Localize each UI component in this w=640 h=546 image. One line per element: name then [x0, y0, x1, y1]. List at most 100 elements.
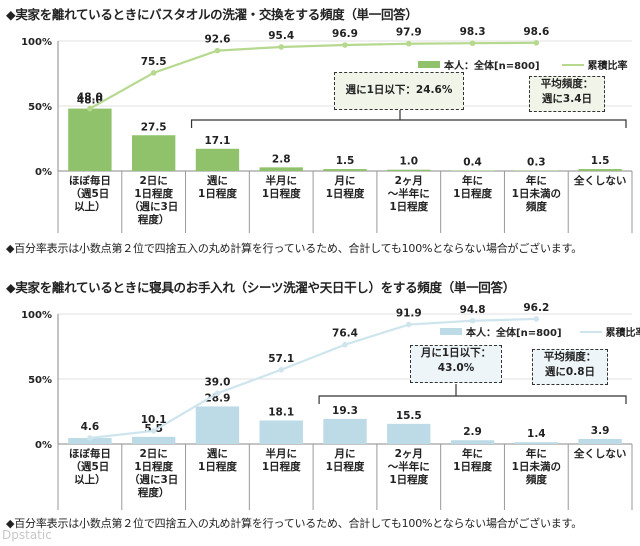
cumulative-point — [405, 321, 412, 328]
bar-value-label: 1.5 — [591, 155, 610, 167]
bar-value-label: 1.5 — [336, 155, 355, 167]
cumulative-value-label: 48.0 — [77, 92, 103, 104]
bar-value-label: 2.9 — [463, 426, 482, 438]
bar-value-label: 1.0 — [399, 156, 418, 168]
chart-bedding: ◆実家を離れているときに寝具のお手入れ（シーツ洗濯や天日干し）をする頻度（単一回… — [0, 273, 640, 546]
y-tick-label: 0% — [35, 440, 52, 451]
legend-line-label: 累積比率 — [605, 328, 640, 339]
y-tick-label: 50% — [28, 375, 52, 386]
cumulative-point — [533, 40, 540, 46]
callout-average-label: 平均頻度： — [540, 78, 594, 90]
legend-line-swatch — [579, 330, 602, 333]
chart-title: ◆実家を離れているときにバスタオルの洗濯・交換をする頻度（単一回答） — [6, 7, 418, 22]
legend-line-swatch — [561, 63, 584, 66]
category-label: 週に 1日程度 — [198, 448, 237, 473]
category-label: 年に 1日程度 — [453, 448, 492, 473]
cumulative-point — [469, 317, 476, 324]
bar — [259, 420, 303, 444]
callout-average-label: 平均頻度： — [543, 351, 597, 363]
chart-note: ◆百分率表示は小数点第２位で四捨五入の丸め計算を行っているため、合計しても100… — [6, 517, 583, 530]
category-label: 月に 1日程度 — [325, 448, 365, 473]
category-label: ほぼ毎日 （週5日 以上） — [68, 448, 111, 486]
legend-bar-swatch — [440, 328, 462, 335]
cumulative-value-label: 4.6 — [81, 421, 100, 433]
y-tick-label: 0% — [35, 167, 52, 178]
bar — [259, 167, 303, 171]
bar-value-label: 17.1 — [204, 135, 230, 147]
cumulative-point — [342, 341, 348, 348]
bar — [68, 438, 112, 444]
cumulative-value-label: 75.5 — [141, 56, 167, 68]
chart-bath-towel: ◆実家を離れているときにバスタオルの洗濯・交換をする頻度（単一回答） 0% 50%… — [0, 0, 640, 270]
cumulative-value-label: 94.8 — [460, 304, 486, 316]
cumulative-point — [533, 316, 540, 322]
category-label: 2日に 1日程度 （週に3日 程度） — [129, 175, 179, 226]
chart-plot: 0%50%100%48.027.517.12.8 1.5 1.0 0.4 0.3 1.54… — [21, 26, 633, 233]
bar — [131, 436, 176, 444]
y-tick-label: 100% — [21, 37, 52, 48]
category-label: 全くしない — [573, 448, 627, 460]
cumulative-point — [342, 42, 348, 48]
callout-bracket — [318, 384, 627, 404]
category-label: 2日に 1日程度 （週に3日 程度） — [129, 448, 179, 499]
bar — [323, 418, 367, 444]
cumulative-point — [150, 70, 157, 76]
bar — [578, 438, 622, 444]
bar-value-label: 18.1 — [268, 406, 294, 418]
category-label: 全くしない — [573, 175, 627, 187]
cumulative-value-label: 76.4 — [332, 328, 358, 340]
y-tick-label: 100% — [21, 310, 52, 321]
bar — [450, 440, 495, 444]
bar-value-label: 0.3 — [527, 157, 546, 169]
legend: 本人：全体[n=800] 累積比率 — [418, 57, 628, 72]
cumulative-value-label: 98.3 — [460, 26, 486, 38]
cumulative-value-label: 10.1 — [141, 414, 167, 426]
callout-average: 平均頻度： 週に0.8日 — [532, 349, 608, 385]
callout-average: 平均頻度： 週に3.4日 — [529, 76, 605, 112]
callout-range: 月に1日以下： 43.0% — [410, 345, 502, 383]
bar — [195, 148, 240, 171]
bar — [195, 406, 240, 444]
legend-bar-swatch — [418, 61, 440, 68]
category-label: ほぼ毎日 （週5日 以上） — [68, 175, 111, 213]
cumulative-point — [214, 390, 221, 397]
legend-line-label: 累積比率 — [587, 61, 628, 72]
cumulative-point — [214, 47, 221, 54]
category-label: 年に 1日程度 — [453, 175, 492, 200]
cumulative-value-label: 57.1 — [268, 353, 294, 365]
cumulative-value-label: 97.9 — [396, 27, 422, 39]
bar — [68, 108, 112, 171]
legend-bar-label: 本人：全体[n=800] — [444, 61, 540, 72]
chart-note: ◆百分率表示は小数点第２位で四捨五入の丸め計算を行っているため、合計しても100… — [6, 242, 583, 255]
callout-average-value: 週に0.8日 — [544, 366, 596, 378]
category-label: 半月に 1日程度 — [261, 448, 301, 473]
category-label: 2ヶ月 ～半年に 1日程度 — [387, 448, 430, 486]
bar — [514, 442, 559, 444]
legend-bar-label: 本人：全体[n=800] — [466, 328, 562, 339]
cumulative-value-label: 96.9 — [332, 28, 358, 40]
cumulative-value-label: 92.6 — [204, 34, 230, 46]
bar-value-label: 48.0 — [77, 95, 103, 107]
cumulative-point — [87, 435, 93, 441]
bar-value-label: 1.4 — [527, 428, 546, 440]
bar-value-label: 19.3 — [332, 405, 358, 417]
bar — [131, 135, 176, 171]
bar-value-label: 28.9 — [204, 392, 230, 404]
category-label: 月に 1日程度 — [325, 175, 365, 200]
cumulative-value-label: 91.9 — [396, 308, 422, 320]
callout-average-value: 週に3.4日 — [541, 93, 593, 105]
bar — [387, 169, 431, 171]
legend: 本人：全体[n=800] 累積比率 — [440, 324, 640, 339]
bar-value-label: 2.8 — [272, 153, 291, 165]
chart-title: ◆実家を離れているときに寝具のお手入れ（シーツ洗濯や天日干し）をする頻度（単一回… — [6, 280, 515, 295]
cumulative-value-label: 98.6 — [523, 26, 549, 38]
chart-plot: 0%50%100%5.528.918.119.315.52.91.43.94.6… — [21, 302, 633, 510]
category-label: 年に 1日未満の 頻度 — [511, 175, 561, 213]
category-label: 半月に 1日程度 — [261, 175, 301, 200]
callout-bracket — [190, 110, 627, 128]
bar — [578, 169, 622, 171]
cumulative-value-label: 95.4 — [268, 30, 294, 42]
cumulative-value-label: 96.2 — [523, 302, 549, 314]
bar — [450, 170, 495, 171]
cumulative-point — [469, 40, 476, 47]
